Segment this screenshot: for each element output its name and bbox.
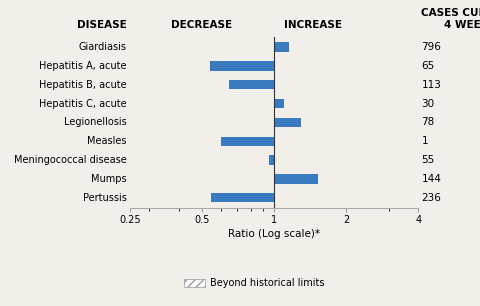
Text: Mumps: Mumps	[91, 174, 127, 184]
Text: Pertussis: Pertussis	[83, 193, 127, 203]
Text: Legionellosis: Legionellosis	[64, 118, 127, 127]
Bar	[274, 118, 301, 127]
X-axis label: Ratio (Log scale)*: Ratio (Log scale)*	[228, 229, 320, 239]
Text: DECREASE: DECREASE	[171, 20, 232, 30]
Text: Hepatitis C, acute: Hepatitis C, acute	[39, 99, 127, 109]
Text: 796: 796	[420, 42, 440, 52]
Text: Hepatitis B, acute: Hepatitis B, acute	[39, 80, 127, 90]
Text: 144: 144	[420, 174, 440, 184]
Bar	[274, 174, 317, 184]
Text: Meningococcal disease: Meningococcal disease	[14, 155, 127, 165]
Text: Measles: Measles	[87, 136, 127, 146]
Text: Hepatitis A, acute: Hepatitis A, acute	[39, 61, 127, 71]
Text: 1: 1	[420, 136, 427, 146]
Text: 65: 65	[420, 61, 434, 71]
Bar	[268, 155, 274, 165]
Bar	[274, 99, 284, 108]
Text: 236: 236	[420, 193, 440, 203]
Bar	[229, 80, 274, 89]
Text: CASES CURRENT
4 WEEKS: CASES CURRENT 4 WEEKS	[420, 8, 480, 30]
Bar	[210, 61, 274, 71]
Bar	[220, 136, 274, 146]
Text: DISEASE: DISEASE	[77, 20, 127, 30]
Bar	[274, 42, 288, 52]
Text: 78: 78	[420, 118, 434, 127]
Text: Giardiasis: Giardiasis	[79, 42, 127, 52]
Text: INCREASE: INCREASE	[284, 20, 341, 30]
Bar	[211, 193, 274, 203]
Legend: Beyond historical limits: Beyond historical limits	[180, 274, 327, 292]
Text: 113: 113	[420, 80, 440, 90]
Text: 30: 30	[420, 99, 433, 109]
Text: 55: 55	[420, 155, 434, 165]
